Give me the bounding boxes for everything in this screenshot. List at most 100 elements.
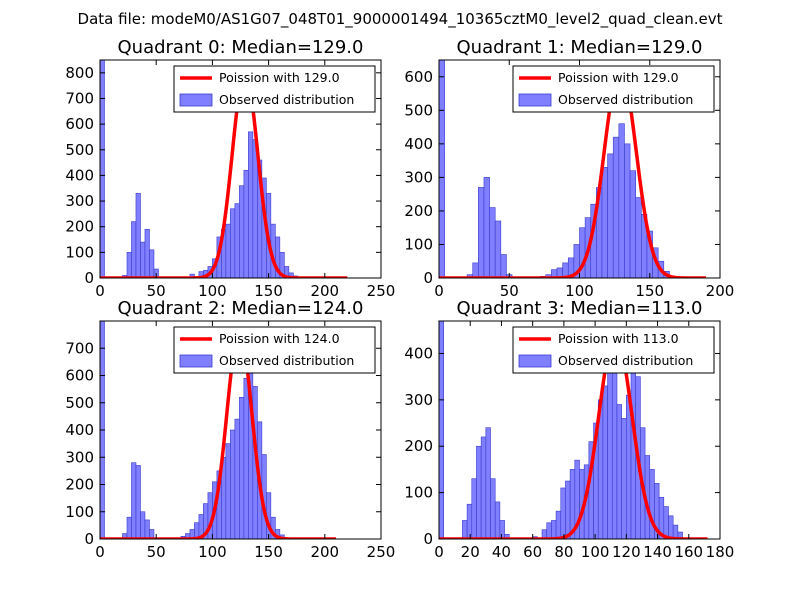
histogram-bar: [485, 427, 491, 539]
y-tick-label: 200: [65, 218, 94, 236]
x-tick-label: 150: [254, 543, 283, 561]
x-tick-label: 50: [500, 282, 519, 300]
legend: Poission with 113.0 Observed distributio…: [512, 326, 715, 374]
y-tick-label: 300: [65, 448, 94, 466]
histogram-bar: [225, 443, 231, 539]
y-tick-label: 400: [65, 421, 94, 439]
x-tick-label: 50: [147, 282, 166, 300]
histogram-bar: [668, 515, 674, 539]
poisson-curve: [100, 71, 348, 278]
histogram-bar: [616, 404, 622, 539]
y-tick-label: 100: [404, 235, 433, 253]
histogram-bar: [140, 241, 146, 278]
x-tick-label: 250: [367, 543, 396, 561]
legend-label-poisson: Poission with 129.0: [558, 70, 679, 85]
legend-label-poisson: Poission with 124.0: [219, 331, 340, 346]
histogram-bar: [144, 228, 150, 278]
histogram-bar: [439, 321, 444, 539]
histogram-bar: [629, 170, 637, 278]
x-tick-label: 60: [523, 543, 542, 561]
legend-label-observed: Observed distribution: [219, 92, 354, 107]
histogram-bar: [239, 185, 245, 278]
histogram-bar: [551, 520, 557, 539]
histogram-bar: [500, 254, 507, 278]
histogram-bar: [239, 396, 245, 539]
x-tick-label: 160: [674, 543, 703, 561]
histogram-bar: [140, 511, 146, 539]
histogram-bar: [494, 220, 502, 278]
histogram-bar: [131, 462, 137, 539]
histogram-bar: [234, 418, 240, 539]
y-tick-label: 300: [65, 192, 94, 210]
x-tick-label: 100: [198, 543, 227, 561]
histogram-bar: [462, 520, 468, 539]
histogram-bar: [649, 469, 655, 539]
histogram-bar: [618, 123, 625, 278]
x-tick-label: 200: [310, 543, 339, 561]
panel-title: Quadrant 1: Median=129.0: [457, 37, 703, 58]
panel-title: Quadrant 3: Median=113.0: [457, 298, 703, 319]
histogram-bar: [621, 418, 627, 539]
y-tick-label: 500: [65, 394, 94, 412]
x-tick-label: 20: [461, 543, 480, 561]
histogram-bar: [489, 207, 496, 278]
panel-title: Quadrant 0: Median=129.0: [118, 37, 364, 58]
histogram-bar: [612, 136, 620, 278]
legend-bar-swatch: [179, 93, 213, 107]
axis-ticks: 0 50 100 150 200 250 0 100 200 300 400 500 600 700 800: [65, 60, 395, 300]
x-tick-label: 50: [147, 543, 166, 561]
x-tick-label: 0: [434, 543, 444, 561]
x-tick-label: 250: [367, 282, 396, 300]
histogram-bar: [135, 193, 141, 278]
plot-area: [439, 60, 707, 278]
histogram-bar: [483, 177, 490, 278]
y-tick-label: 400: [65, 166, 94, 184]
histogram-bar: [624, 143, 631, 278]
legend-label-observed: Observed distribution: [219, 353, 354, 368]
histogram-bar: [149, 249, 155, 278]
histogram-bar: [607, 153, 614, 278]
y-tick-label: 0: [423, 269, 433, 287]
histogram-bar: [234, 203, 240, 278]
plot-area: [439, 321, 709, 539]
poisson-curve: [439, 333, 709, 539]
histogram-bar: [100, 60, 105, 278]
histogram-bar: [546, 522, 552, 539]
y-tick-label: 700: [65, 89, 94, 107]
x-tick-label: 150: [254, 282, 283, 300]
y-tick-label: 0: [84, 530, 94, 548]
histogram-bar: [439, 60, 445, 278]
legend: Poission with 129.0 Observed distributio…: [173, 65, 376, 113]
histogram-bar: [471, 478, 477, 539]
y-tick-label: 600: [65, 115, 94, 133]
histogram-bar: [189, 273, 195, 278]
y-tick-label: 600: [404, 68, 433, 86]
panel-quadrant-2: Quadrant 2: Median=124.0 0 50 100 150 200 250…: [65, 298, 395, 561]
y-tick-label: 300: [404, 168, 433, 186]
x-tick-label: 180: [706, 543, 735, 561]
y-tick-label: 500: [65, 141, 94, 159]
poisson-curve: [439, 66, 707, 278]
x-tick-label: 120: [612, 543, 641, 561]
histogram-bar: [478, 187, 485, 278]
x-tick-label: 0: [434, 282, 444, 300]
y-tick-label: 100: [404, 484, 433, 502]
y-tick-label: 600: [65, 367, 94, 385]
histogram-bar: [602, 385, 608, 539]
x-tick-label: 200: [706, 282, 735, 300]
x-tick-label: 100: [198, 282, 227, 300]
y-tick-label: 0: [423, 530, 433, 548]
histogram-bar: [126, 516, 132, 539]
histogram-bar: [149, 529, 155, 539]
histogram-bar: [480, 436, 487, 539]
histogram-bar: [225, 223, 231, 278]
histogram-bar: [243, 377, 249, 539]
legend-label-observed: Observed distribution: [558, 92, 693, 107]
axis-ticks: 0 50 100 150 200 250 0 100 200 300 400 500 600 700: [65, 321, 395, 561]
histogram-bar: [131, 221, 137, 278]
x-tick-label: 150: [635, 282, 664, 300]
histogram-bar: [243, 169, 249, 278]
figure-title: Data file: modeM0/AS1G07_048T01_90000014…: [78, 10, 723, 29]
